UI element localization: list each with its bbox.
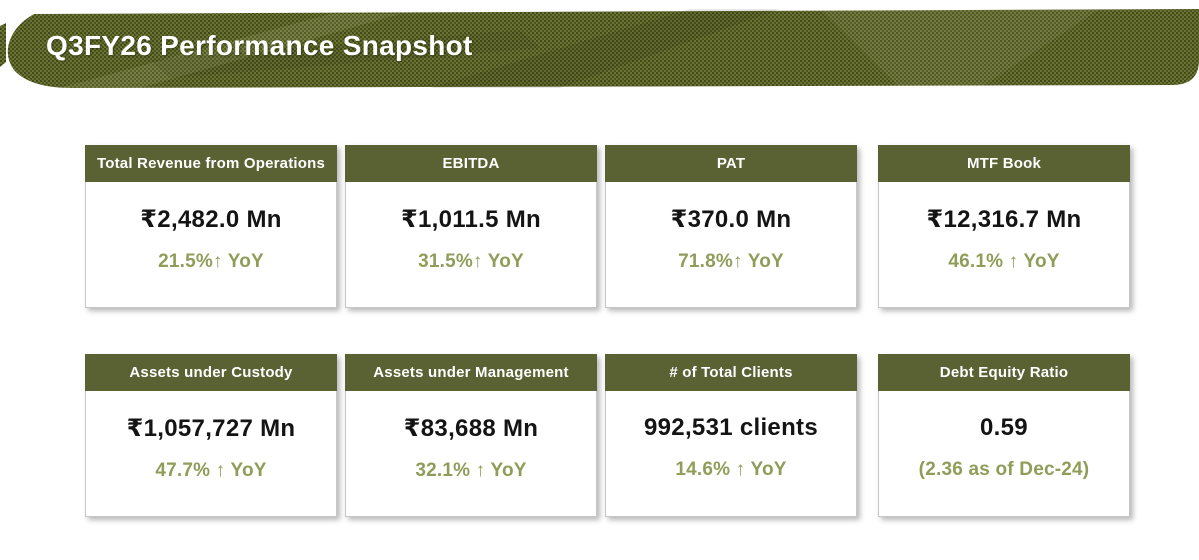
header-banner: Q3FY26 Performance Snapshot bbox=[0, 0, 1199, 95]
card-value: ₹370.0 Mn bbox=[670, 206, 792, 233]
card-value: 992,531 clients bbox=[644, 414, 818, 441]
card-yoy-change: 14.6% ↑ YoY bbox=[675, 459, 787, 480]
card-title: Total Revenue from Operations bbox=[85, 145, 337, 182]
card-assets-under-custody: Assets under Custody ₹1,057,727 Mn 47.7%… bbox=[85, 354, 337, 517]
card-title: Assets under Custody bbox=[85, 354, 337, 391]
card-yoy-change: 31.5%↑ YoY bbox=[418, 251, 524, 272]
card-mtf-book: MTF Book ₹12,316.7 Mn 46.1% ↑ YoY bbox=[878, 145, 1130, 308]
card-ebitda: EBITDA ₹1,011.5 Mn 31.5%↑ YoY bbox=[345, 145, 597, 308]
card-yoy-change: 71.8%↑ YoY bbox=[678, 251, 784, 272]
card-value: ₹12,316.7 Mn bbox=[926, 206, 1082, 233]
card-value: ₹83,688 Mn bbox=[403, 415, 539, 442]
metrics-row-1: Total Revenue from Operations ₹2,482.0 M… bbox=[85, 145, 1130, 308]
card-value: ₹1,057,727 Mn bbox=[126, 415, 296, 442]
metrics-row-2: Assets under Custody ₹1,057,727 Mn 47.7%… bbox=[85, 354, 1130, 517]
card-title: PAT bbox=[605, 145, 857, 182]
card-value: ₹2,482.0 Mn bbox=[140, 206, 282, 233]
card-total-revenue: Total Revenue from Operations ₹2,482.0 M… bbox=[85, 145, 337, 308]
card-value: ₹1,011.5 Mn bbox=[400, 206, 542, 233]
card-prior-value-note: (2.36 as of Dec-24) bbox=[918, 459, 1090, 480]
card-title: Assets under Management bbox=[345, 354, 597, 391]
card-pat: PAT ₹370.0 Mn 71.8%↑ YoY bbox=[605, 145, 857, 308]
card-title: Debt Equity Ratio bbox=[878, 354, 1130, 391]
card-assets-under-management: Assets under Management ₹83,688 Mn 32.1%… bbox=[345, 354, 597, 517]
card-value: 0.59 bbox=[980, 414, 1028, 441]
card-yoy-change: 32.1% ↑ YoY bbox=[415, 460, 527, 481]
card-debt-equity-ratio: Debt Equity Ratio 0.59 (2.36 as of Dec-2… bbox=[878, 354, 1130, 517]
card-title: EBITDA bbox=[345, 145, 597, 182]
page-title: Q3FY26 Performance Snapshot bbox=[46, 30, 473, 61]
card-yoy-change: 46.1% ↑ YoY bbox=[948, 251, 1060, 272]
card-title: MTF Book bbox=[878, 145, 1130, 182]
banner-ribbon-graphic bbox=[0, 9, 1199, 88]
card-yoy-change: 47.7% ↑ YoY bbox=[155, 460, 267, 481]
card-title: # of Total Clients bbox=[605, 354, 857, 391]
card-total-clients: # of Total Clients 992,531 clients 14.6%… bbox=[605, 354, 857, 517]
card-yoy-change: 21.5%↑ YoY bbox=[158, 251, 264, 272]
